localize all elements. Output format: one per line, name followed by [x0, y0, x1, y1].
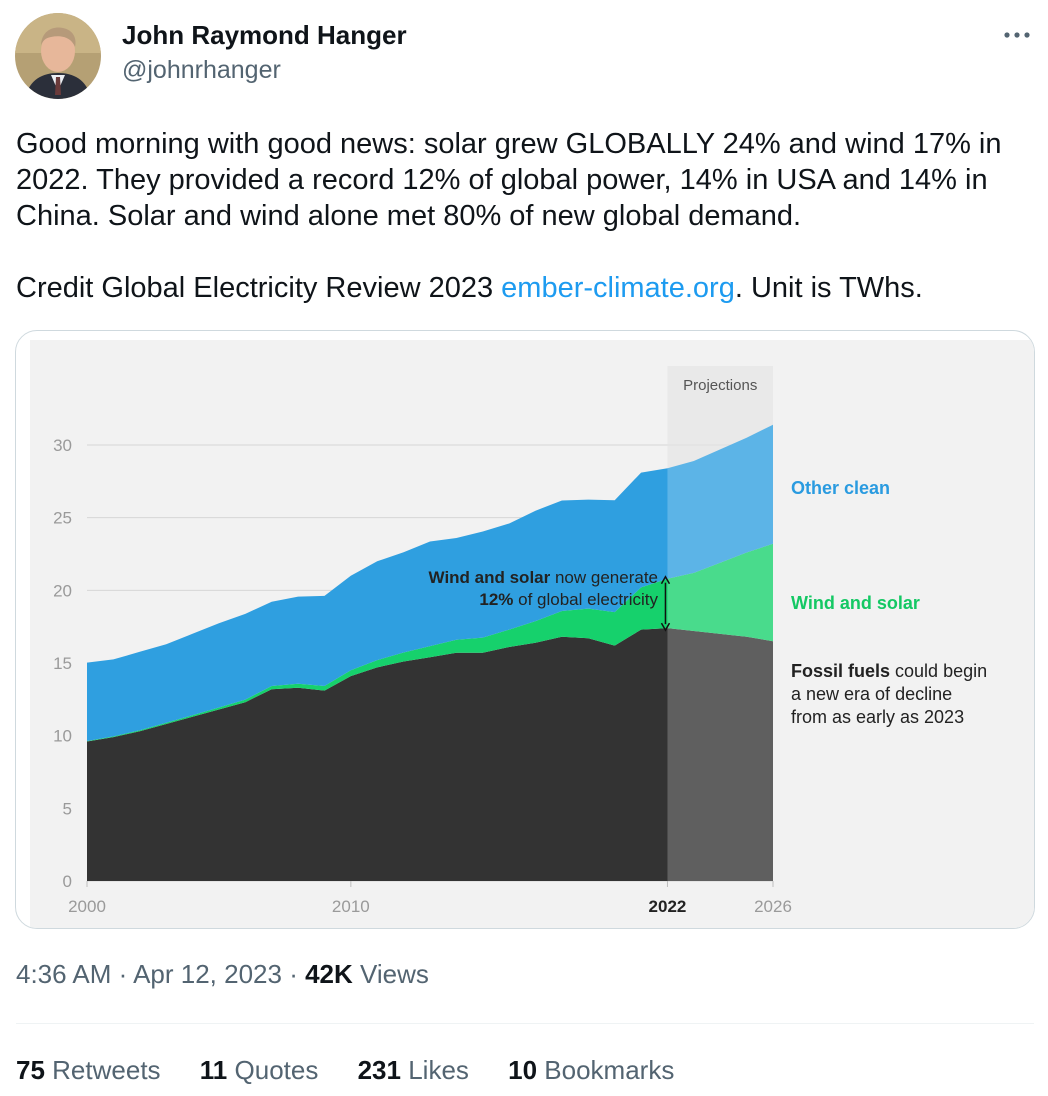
retweets-count: 75: [16, 1055, 45, 1085]
x-tick-2010: 2010: [332, 897, 370, 916]
tweet-date[interactable]: Apr 12, 2023: [133, 959, 282, 989]
views-label: Views: [360, 959, 429, 989]
projection-label: Projections: [683, 377, 757, 394]
annotation-of-global-electricity: of global electricity: [513, 590, 658, 609]
annotation-bold-wind-solar: Wind and solar: [429, 568, 551, 587]
tweet-time[interactable]: 4:36 AM: [16, 959, 112, 989]
tweet-text-paragraph-1: Good morning with good news: solar grew …: [16, 128, 1002, 232]
tweet-text: Good morning with good news: solar grew …: [16, 126, 1036, 306]
y-tick-15: 15: [53, 654, 72, 673]
bookmarks-stat[interactable]: 10 Bookmarks: [508, 1055, 674, 1085]
avatar[interactable]: [15, 13, 101, 99]
y-tick-5: 5: [63, 799, 72, 818]
likes-count: 231: [357, 1055, 401, 1085]
y-tick-30: 30: [53, 436, 72, 455]
label-fossil-rest: could begin: [890, 661, 987, 681]
credit-text: Credit Global Electricity Review 2023: [16, 272, 502, 304]
label-fossil-line-1: Fossil fuels could begin: [791, 661, 987, 681]
y-tick-25: 25: [53, 509, 72, 528]
tweet-text-paragraph-2: Credit Global Electricity Review 2023 em…: [16, 270, 1036, 306]
unit-text: . Unit is TWhs.: [734, 272, 923, 304]
tweet-media-chart[interactable]: Projections 0 5 10 15 20 25 30 2000 2010 2022 202…: [15, 330, 1035, 929]
y-tick-0: 0: [63, 872, 72, 891]
divider: [16, 1023, 1034, 1024]
quotes-stat[interactable]: 11 Quotes: [200, 1055, 319, 1085]
y-tick-10: 10: [53, 727, 72, 746]
engagement-stats: 75 Retweets 11 Quotes 231 Likes 10 Bookm…: [16, 1055, 706, 1086]
likes-label: Likes: [408, 1055, 469, 1085]
double-arrow-icon: [660, 575, 671, 632]
fossil-fuels-area: [87, 628, 773, 881]
x-tick-2026: 2026: [754, 897, 792, 916]
ember-climate-link[interactable]: ember-climate.org: [501, 272, 735, 304]
x-tick-2000: 2000: [68, 897, 106, 916]
quotes-label: Quotes: [234, 1055, 319, 1085]
tweet-timestamp[interactable]: 4:36 AM · Apr 12, 2023 · 42K Views: [16, 959, 429, 989]
quotes-count: 11: [199, 1055, 228, 1085]
bookmarks-count: 10: [508, 1055, 538, 1085]
author-name[interactable]: John Raymond Hanger: [122, 20, 407, 50]
retweets-label: Retweets: [52, 1055, 161, 1085]
likes-stat[interactable]: 231 Likes: [358, 1055, 469, 1085]
label-fossil-bold: Fossil fuels: [791, 661, 890, 681]
label-fossil-line-3: from as early as 2023: [791, 707, 964, 727]
views-count: 42K: [305, 959, 353, 989]
label-other-clean: Other clean: [791, 478, 890, 498]
stacked-area-chart: Projections 0 5 10 15 20 25 30 2000 2010 2022 202…: [30, 340, 1034, 928]
avatar-image: [15, 13, 101, 99]
author-handle[interactable]: @johnrhanger: [122, 56, 281, 84]
annotation-line-2: 12% of global electricity: [479, 590, 658, 609]
more-horizontal-icon[interactable]: [1000, 20, 1034, 50]
projection-overlay: [667, 366, 773, 881]
bookmarks-label: Bookmarks: [544, 1055, 675, 1085]
label-wind-solar: Wind and solar: [791, 593, 920, 613]
annotation-bold-12-percent: 12%: [479, 590, 513, 609]
other-clean-area: [87, 424, 773, 741]
label-fossil-line-2: a new era of decline: [791, 684, 952, 704]
annotation-now-generate: now generate: [550, 568, 658, 587]
annotation-line-1: Wind and solar now generate: [429, 568, 658, 587]
retweets-stat[interactable]: 75 Retweets: [16, 1055, 161, 1085]
x-tick-2022: 2022: [649, 897, 687, 916]
y-tick-20: 20: [53, 581, 72, 600]
